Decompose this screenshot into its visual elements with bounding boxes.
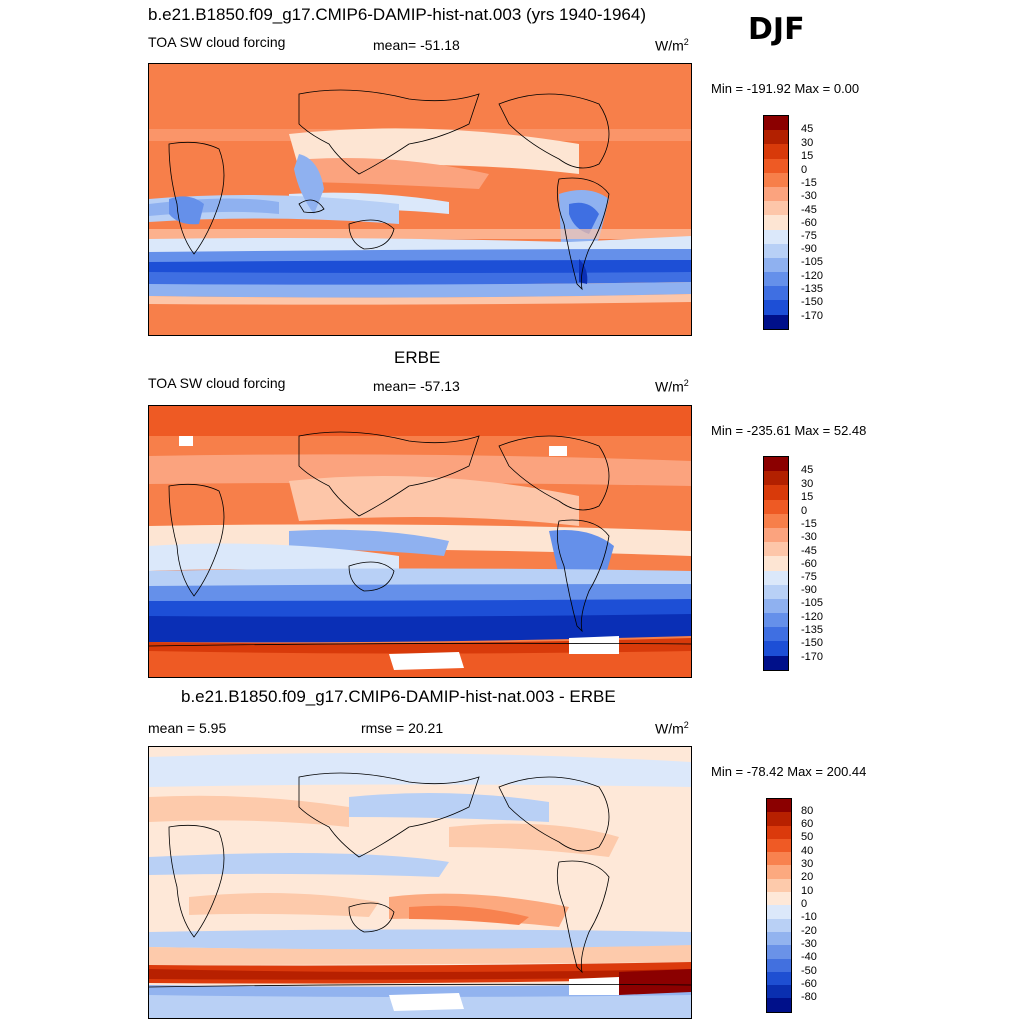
panel2-colorbar-tick: 45 [801, 464, 814, 476]
panel3-colorbar-tick: -10 [801, 911, 817, 923]
panel3-colorbar-tick: 60 [801, 818, 814, 830]
panel1-colorbar-tick: -105 [801, 256, 824, 268]
panel1-colorbar-tick: -60 [801, 217, 817, 229]
panel2-variable-label: TOA SW cloud forcing [148, 375, 286, 391]
panel1-colorbar-tick: -135 [801, 283, 824, 295]
panel3-mean-label: mean = 5.95 [148, 720, 227, 736]
panel3-colorbar-tick: 30 [801, 858, 814, 870]
panel2-colorbar-tick: -60 [801, 558, 817, 570]
season-label: DJF [748, 12, 805, 47]
panel2-colorbar-tick: -150 [801, 637, 824, 649]
panel1-title: b.e21.B1850.f09_g17.CMIP6-DAMIP-hist-nat… [148, 5, 646, 24]
panel2-title: ERBE [394, 348, 441, 367]
panel2-colorbar-tick: -15 [801, 518, 817, 530]
panel3-minmax: Min = -78.42 Max = 200.44 [711, 764, 867, 779]
panel1-colorbar [763, 115, 789, 330]
panel3-colorbar-tick: 80 [801, 805, 814, 817]
panel2-minmax: Min = -235.61 Max = 52.48 [711, 423, 867, 438]
panel3-colorbar-tick: -40 [801, 951, 817, 963]
panel1-colorbar-tick: 15 [801, 150, 814, 162]
panel1-colorbar-tick: 30 [801, 137, 814, 149]
panel1-colorbar-tick: 45 [801, 123, 814, 135]
panel2-colorbar-tick: -30 [801, 531, 817, 543]
panel1-colorbar-tick: -150 [801, 296, 824, 308]
panel1-colorbar-tick: 0 [801, 164, 808, 176]
panel3-colorbar [766, 798, 792, 1013]
panel3-colorbar-tick: 20 [801, 871, 814, 883]
panel3-colorbar-tick: 40 [801, 845, 814, 857]
panel1-minmax: Min = -191.92 Max = 0.00 [711, 81, 860, 96]
panel2-colorbar-tick: -135 [801, 624, 824, 636]
panel2-colorbar-tick: -90 [801, 584, 817, 596]
panel1-mean-label: mean= -51.18 [373, 37, 460, 53]
panel3-colorbar-tick: -60 [801, 978, 817, 990]
panel1-colorbar-tick: -75 [801, 230, 817, 242]
panel1-variable-label: TOA SW cloud forcing [148, 34, 286, 50]
panel3-colorbar-tick: -20 [801, 925, 817, 937]
panel2-mean-label: mean= -57.13 [373, 378, 460, 394]
panel3-colorbar-tick: -80 [801, 991, 817, 1003]
panel2-units: W/m2 [655, 378, 689, 395]
panel3-units: W/m2 [655, 720, 689, 737]
panel1-colorbar-tick: -45 [801, 204, 817, 216]
panel2-colorbar-tick: 15 [801, 491, 814, 503]
panel3-colorbar-tick: -50 [801, 965, 817, 977]
panel3-title: b.e21.B1850.f09_g17.CMIP6-DAMIP-hist-nat… [181, 687, 616, 706]
panel1-colorbar-tick: -120 [801, 270, 824, 282]
panel3-rmse-label: rmse = 20.21 [361, 720, 444, 736]
panel1-units: W/m2 [655, 37, 689, 54]
panel2-map [148, 405, 692, 678]
panel3-colorbar-tick: 0 [801, 898, 808, 910]
panel2-colorbar-tick: -45 [801, 545, 817, 557]
panel2-colorbar-tick: -120 [801, 611, 824, 623]
panel3-colorbar-tick: 10 [801, 885, 814, 897]
panel3-colorbar-tick: 50 [801, 831, 814, 843]
panel3-map [148, 746, 692, 1019]
panel1-colorbar-tick: -30 [801, 190, 817, 202]
panel1-map [148, 63, 692, 336]
panel2-colorbar-tick: -75 [801, 571, 817, 583]
panel2-colorbar [763, 456, 789, 671]
panel2-colorbar-tick: 30 [801, 478, 814, 490]
panel1-colorbar-tick: -90 [801, 243, 817, 255]
panel2-colorbar-tick: -105 [801, 597, 824, 609]
panel1-colorbar-tick: -15 [801, 177, 817, 189]
panel1-colorbar-tick: -170 [801, 310, 824, 322]
panel2-colorbar-tick: -170 [801, 651, 824, 663]
panel2-colorbar-tick: 0 [801, 505, 808, 517]
panel3-colorbar-tick: -30 [801, 938, 817, 950]
